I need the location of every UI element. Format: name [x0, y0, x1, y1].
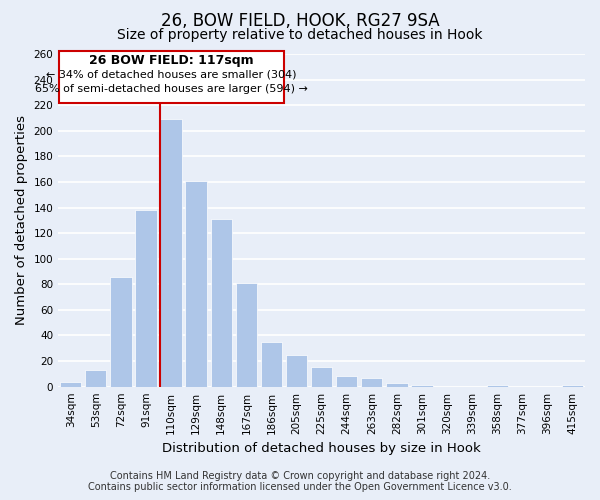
X-axis label: Distribution of detached houses by size in Hook: Distribution of detached houses by size …: [162, 442, 481, 455]
Text: Contains public sector information licensed under the Open Government Licence v3: Contains public sector information licen…: [88, 482, 512, 492]
Text: 26, BOW FIELD, HOOK, RG27 9SA: 26, BOW FIELD, HOOK, RG27 9SA: [161, 12, 439, 30]
Text: 26 BOW FIELD: 117sqm: 26 BOW FIELD: 117sqm: [89, 54, 254, 67]
Text: Contains HM Land Registry data © Crown copyright and database right 2024.: Contains HM Land Registry data © Crown c…: [110, 471, 490, 481]
Bar: [261, 342, 282, 386]
Bar: [60, 382, 82, 386]
Y-axis label: Number of detached properties: Number of detached properties: [15, 116, 28, 326]
Bar: [361, 378, 382, 386]
Bar: [160, 120, 182, 386]
Bar: [311, 368, 332, 386]
Text: Size of property relative to detached houses in Hook: Size of property relative to detached ho…: [117, 28, 483, 42]
Bar: [185, 180, 207, 386]
Bar: [211, 219, 232, 386]
FancyBboxPatch shape: [59, 52, 284, 102]
Bar: [336, 376, 358, 386]
Bar: [386, 383, 407, 386]
Bar: [85, 370, 106, 386]
Bar: [236, 283, 257, 387]
Bar: [136, 210, 157, 386]
Text: 65% of semi-detached houses are larger (594) →: 65% of semi-detached houses are larger (…: [35, 84, 308, 94]
Text: ← 34% of detached houses are smaller (304): ← 34% of detached houses are smaller (30…: [46, 70, 296, 80]
Bar: [110, 276, 131, 386]
Bar: [286, 354, 307, 386]
